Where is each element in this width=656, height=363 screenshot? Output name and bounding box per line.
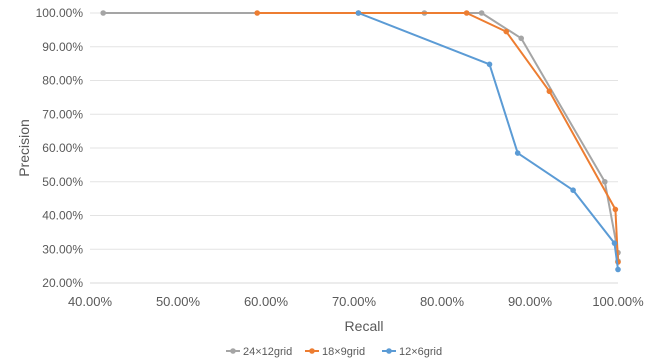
y-tick-label: 60.00%: [42, 141, 83, 155]
y-axis-title: Precision: [16, 119, 32, 177]
y-tick-label: 80.00%: [42, 74, 83, 88]
data-point: [463, 10, 470, 16]
legend-marker: [309, 348, 315, 354]
data-point: [612, 206, 619, 213]
y-tick-label: 50.00%: [42, 175, 83, 189]
legend-label: 12×6grid: [399, 346, 442, 358]
data-point: [602, 178, 608, 185]
y-tick-label: 40.00%: [42, 209, 83, 223]
series-1: [100, 10, 621, 264]
y-tick-label: 100.00%: [36, 6, 84, 20]
legend-item: 24×12grid: [226, 346, 292, 358]
legend-marker: [386, 348, 392, 354]
series-line: [257, 12, 619, 263]
x-axis-title: Recall: [345, 318, 384, 334]
x-tick-label: 60.00%: [244, 294, 289, 309]
data-point: [518, 35, 524, 42]
y-axis-ticks: 20.00% 30.00% 40.00% 50.00% 60.00% 70.00% 80.0…: [36, 6, 84, 290]
legend-item: 12×6grid: [382, 346, 442, 358]
data-point: [503, 28, 510, 35]
y-tick-label: 70.00%: [42, 107, 83, 121]
legend: 24×12grid 18×9grid 12×6grid: [226, 346, 442, 358]
legend-item: 18×9grid: [305, 346, 365, 358]
data-point: [514, 150, 521, 156]
y-tick-label: 20.00%: [42, 276, 83, 290]
gridlines: [90, 12, 618, 250]
legend-label: 24×12grid: [243, 346, 292, 358]
x-tick-label: 40.00%: [68, 294, 113, 309]
x-axis-ticks: 40.00% 50.00% 60.00% 70.00% 80.00% 90.00% 100.…: [68, 294, 644, 309]
x-tick-label: 50.00%: [156, 294, 201, 309]
data-point: [478, 10, 485, 16]
data-point: [100, 10, 106, 16]
data-point: [611, 240, 618, 246]
y-tick-label: 90.00%: [42, 40, 83, 54]
x-tick-label: 80.00%: [420, 294, 465, 309]
series-lines: [100, 10, 621, 273]
data-point: [486, 61, 493, 68]
data-point: [254, 10, 260, 16]
data-point: [546, 88, 553, 95]
data-point: [355, 10, 362, 16]
legend-label: 18×9grid: [322, 346, 365, 358]
series-line: [103, 12, 619, 262]
x-tick-label: 90.00%: [508, 294, 553, 309]
series-3: [355, 10, 621, 273]
x-tick-label: 70.00%: [332, 294, 377, 309]
series-2: [254, 10, 621, 265]
data-point: [570, 187, 576, 193]
legend-marker: [230, 348, 236, 354]
data-point: [615, 266, 621, 273]
x-tick-label: 100.00%: [592, 294, 644, 309]
series-line: [358, 12, 619, 270]
y-tick-label: 30.00%: [42, 242, 83, 256]
